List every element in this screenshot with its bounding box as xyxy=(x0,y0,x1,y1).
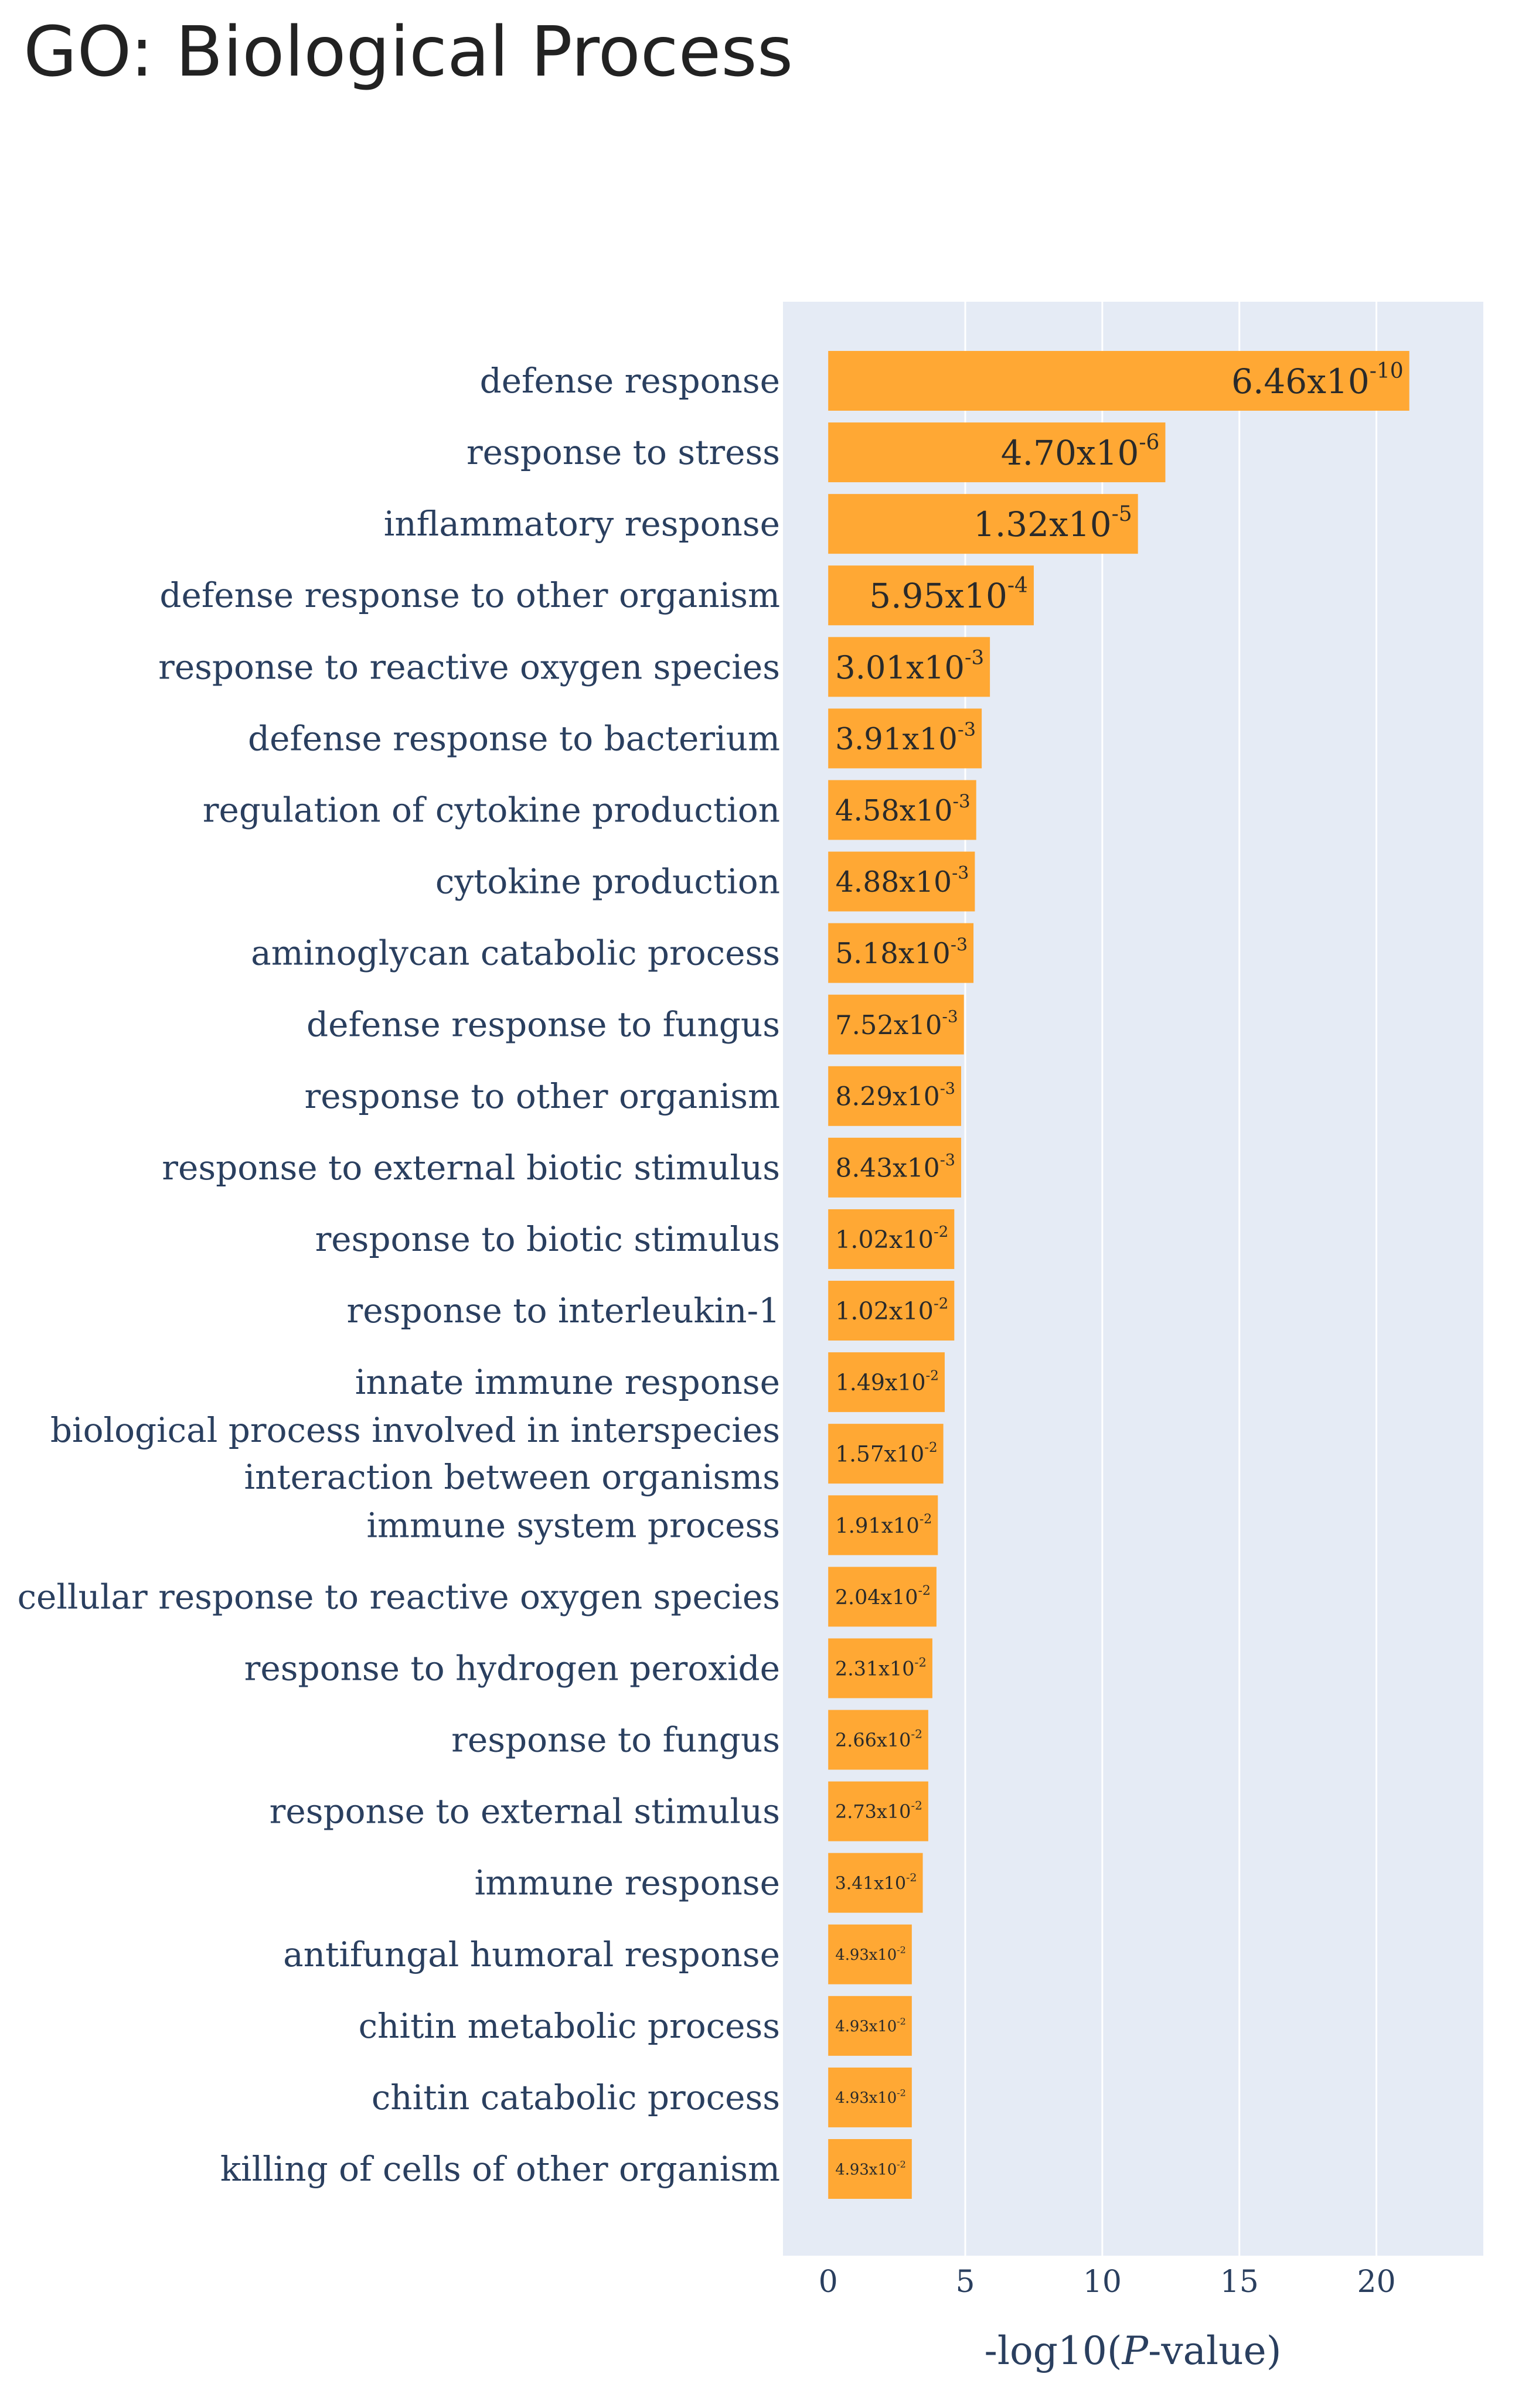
category-label: immune response xyxy=(475,1863,780,1903)
bar xyxy=(828,1710,928,1770)
bar xyxy=(828,1424,944,1484)
category-label: response to external stimulus xyxy=(270,1792,780,1831)
bar xyxy=(828,565,1034,626)
bar-value-label: 8.43x10-3 xyxy=(835,1151,955,1183)
bar xyxy=(828,494,1138,554)
category-label: cytokine production xyxy=(435,862,780,902)
bar xyxy=(828,851,975,912)
bar-value-label: 4.88x10-3 xyxy=(836,863,969,899)
bar xyxy=(828,422,1166,483)
bar xyxy=(828,1281,955,1341)
bar xyxy=(828,1495,938,1556)
category-label: killing of cells of other organism xyxy=(220,2149,780,2189)
bar xyxy=(828,1137,962,1198)
bar-value-label: 4.58x10-3 xyxy=(835,791,971,827)
bar xyxy=(828,994,964,1055)
bar xyxy=(828,1066,962,1126)
bar-value-label: 4.93x10-2 xyxy=(835,2159,906,2179)
bar xyxy=(828,2067,912,2127)
bar xyxy=(828,1996,912,2056)
category-label: regulation of cytokine production xyxy=(203,790,780,830)
category-label: response to biotic stimulus xyxy=(315,1219,780,1259)
bar-value-label: 4.93x10-2 xyxy=(835,1944,906,1964)
x-tick-5: 5 xyxy=(955,2264,975,2300)
bar-value-label: 4.70x10-6 xyxy=(1001,431,1160,473)
bar-value-label: 2.73x10-2 xyxy=(835,1799,922,1823)
bar-value-label: 6.46x10-10 xyxy=(1231,359,1404,401)
x-tick-15: 15 xyxy=(1220,2264,1259,2300)
bar xyxy=(828,780,976,840)
bar xyxy=(828,1781,928,1841)
bar-value-label: 3.01x10-3 xyxy=(835,646,984,685)
bar-value-label: 5.18x10-3 xyxy=(835,934,968,970)
x-tick-labels: 0 5 10 15 20 xyxy=(819,2264,1396,2300)
bar-value-labels: 6.46x10-10 4.70x10-6 1.32x10-5 5.95x10-4 3.0… xyxy=(835,359,1404,2179)
bar-value-label: 2.04x10-2 xyxy=(835,1584,931,1609)
category-label: defense response to bacterium xyxy=(248,718,780,758)
category-label: chitin metabolic process xyxy=(359,2006,780,2046)
category-label: biological process involved in interspec… xyxy=(50,1410,780,1450)
x-tick-10: 10 xyxy=(1083,2264,1122,2300)
category-labels: defense response response to stress inflam… xyxy=(18,361,780,2189)
gridlines xyxy=(964,302,1378,2256)
category-label: response to stress xyxy=(467,432,780,472)
bar xyxy=(828,637,990,697)
bar xyxy=(828,351,1409,411)
bar-value-label: 1.49x10-2 xyxy=(836,1369,939,1396)
bar xyxy=(828,1567,937,1627)
category-label: response to fungus xyxy=(451,1720,780,1760)
category-label: defense response to other organism xyxy=(159,575,780,615)
category-label: antifungal humoral response xyxy=(283,1935,780,1974)
bar-value-label: 1.02x10-2 xyxy=(835,1223,948,1254)
bar-value-label: 1.91x10-2 xyxy=(835,1512,932,1538)
bar-value-label: 4.93x10-2 xyxy=(835,2088,906,2107)
bar xyxy=(828,1853,923,1913)
bar xyxy=(828,1638,932,1698)
bar-value-label: 3.41x10-2 xyxy=(835,1871,917,1894)
bar-value-label: 3.91x10-3 xyxy=(835,718,976,757)
bar-value-label: 1.02x10-2 xyxy=(835,1295,948,1325)
category-label: defense response xyxy=(480,361,780,401)
bar xyxy=(828,708,982,769)
category-label: response to hydrogen peroxide xyxy=(244,1648,780,1688)
category-label: aminoglycan catabolic process xyxy=(251,933,780,973)
bar xyxy=(828,923,974,983)
x-tick-0: 0 xyxy=(819,2264,838,2300)
category-label: response to interleukin-1 xyxy=(347,1291,780,1331)
bar-value-label: 8.29x10-3 xyxy=(835,1080,955,1112)
bars xyxy=(828,351,1409,2199)
x-tick-20: 20 xyxy=(1357,2264,1396,2300)
bar-value-label: 5.95x10-4 xyxy=(869,574,1028,616)
bar-value-label: 2.31x10-2 xyxy=(835,1655,927,1680)
bar-value-label: 1.57x10-2 xyxy=(835,1440,937,1467)
bar xyxy=(828,1352,945,1413)
category-label: interaction between organisms xyxy=(244,1457,780,1497)
category-label: response to reactive oxygen species xyxy=(158,647,780,687)
category-label: cellular response to reactive oxygen spe… xyxy=(18,1577,780,1616)
bar-value-label: 7.52x10-3 xyxy=(835,1007,958,1041)
category-label: innate immune response xyxy=(355,1362,780,1402)
category-label: response to external biotic stimulus xyxy=(162,1148,780,1188)
category-label: immune system process xyxy=(367,1505,781,1545)
bar-value-label: 4.93x10-2 xyxy=(835,2016,906,2036)
category-label: chitin catabolic process xyxy=(372,2078,780,2117)
bar-value-label: 2.66x10-2 xyxy=(835,1727,922,1751)
x-axis-title: -log10(P-value) xyxy=(985,2328,1282,2373)
bar xyxy=(828,1209,955,1269)
category-label: response to other organism xyxy=(305,1076,781,1116)
bar xyxy=(828,1924,912,1984)
bar-value-label: 1.32x10-5 xyxy=(973,502,1132,544)
bar xyxy=(828,2139,912,2199)
category-label: inflammatory response xyxy=(384,504,780,544)
category-label: defense response to fungus xyxy=(307,1005,780,1045)
chart-title: GO: Biological Process xyxy=(23,11,794,92)
